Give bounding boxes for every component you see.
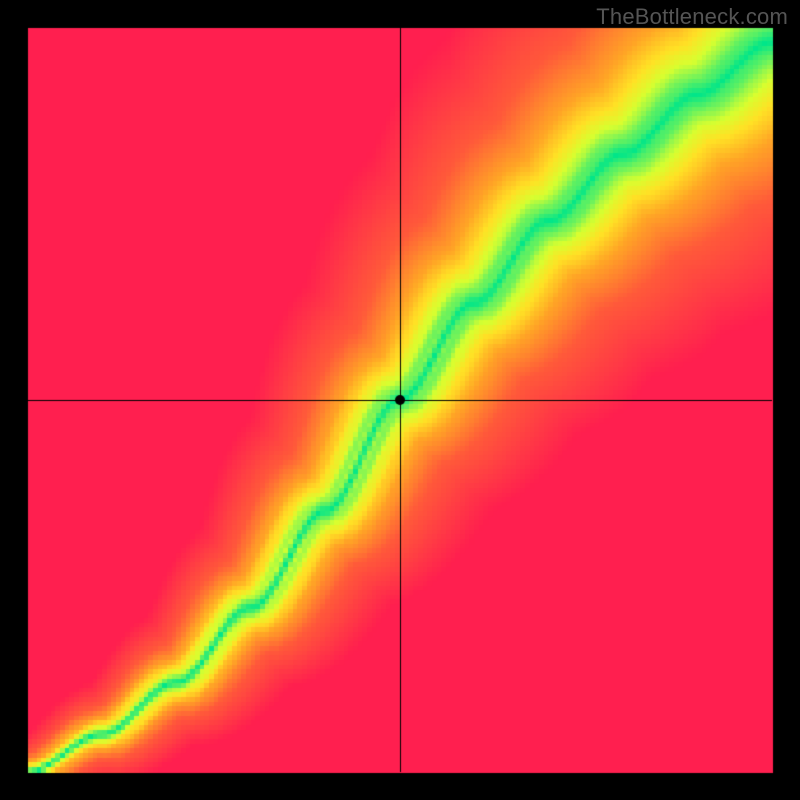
- attribution-text: TheBottleneck.com: [596, 4, 788, 30]
- chart-container: { "attribution": { "text": "TheBottlenec…: [0, 0, 800, 800]
- bottleneck-heatmap: [0, 0, 800, 800]
